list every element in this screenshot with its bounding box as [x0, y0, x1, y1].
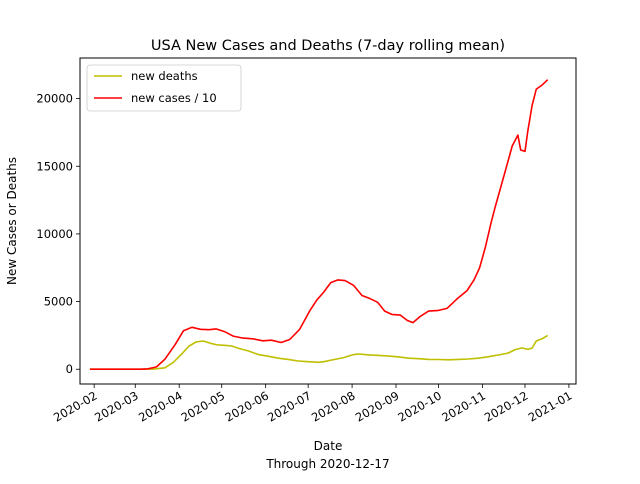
y-tick-label-1: 5000	[44, 295, 73, 309]
x-tick-label-5: 2020-07	[265, 388, 314, 424]
legend-frame	[86, 64, 242, 112]
legend: new deaths new cases / 10	[86, 64, 242, 112]
x-tick-label-7: 2020-09	[353, 388, 402, 424]
y-tick-label-2: 10000	[36, 227, 73, 241]
y-axis-label: New Cases or Deaths	[5, 157, 19, 285]
x-tick-label-1: 2020-03	[92, 388, 141, 424]
chart-title: USA New Cases and Deaths (7-day rolling …	[151, 38, 505, 54]
legend-label-0: new deaths	[131, 69, 198, 83]
x-tick-label-2: 2020-04	[136, 388, 185, 424]
series-line-1	[89, 79, 549, 370]
x-tick-label-9: 2020-11	[439, 388, 488, 424]
y-tick-label-0: 0	[66, 362, 73, 376]
y-axis: 0 5000 10000 15000 20000	[36, 92, 80, 376]
x-axis-label: Date	[314, 439, 343, 453]
x-axis-sublabel: Through 2020-12-17	[265, 457, 389, 471]
x-tick-label-0: 2020-02	[51, 388, 100, 424]
series-line-0	[89, 334, 549, 370]
y-tick-label-4: 20000	[36, 92, 73, 106]
x-axis: 2020-022020-032020-042020-052020-062020-…	[51, 384, 574, 425]
legend-label-1: new cases / 10	[131, 91, 217, 105]
plot-frame	[79, 57, 577, 385]
x-tick-label-3: 2020-05	[179, 388, 228, 424]
x-tick-label-4: 2020-06	[223, 388, 272, 424]
x-tick-label-11: 2021-01	[526, 388, 575, 424]
x-tick-label-6: 2020-08	[309, 388, 358, 424]
x-tick-label-8: 2020-10	[395, 388, 444, 424]
x-tick-label-10: 2020-12	[482, 388, 531, 424]
y-tick-label-3: 15000	[36, 159, 73, 173]
plot-area	[89, 79, 549, 370]
